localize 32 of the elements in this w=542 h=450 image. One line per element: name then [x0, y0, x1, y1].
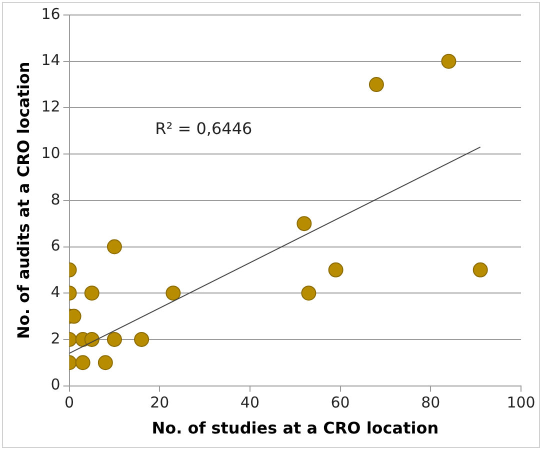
point: [75, 355, 90, 370]
y-tick-label: 8: [50, 190, 60, 208]
x-axis-title: No. of studies at a CRO location: [152, 418, 439, 438]
x-tick-label: 100: [506, 394, 536, 412]
point: [328, 262, 344, 278]
point: [368, 77, 384, 92]
point: [301, 286, 316, 301]
y-tick-label: 0: [50, 376, 60, 394]
x-tick-label: 80: [421, 394, 440, 412]
point: [106, 332, 122, 347]
y-tick-label: 6: [50, 236, 60, 255]
y-tick-label: 2: [50, 329, 60, 348]
x-tick-label: 20: [150, 394, 170, 412]
point: [296, 216, 312, 232]
point: [134, 332, 150, 347]
y-tick-label: 4: [50, 282, 60, 301]
point: [106, 239, 122, 254]
point: [441, 54, 456, 69]
x-tick-label: 40: [240, 394, 260, 412]
y-tick-label: 16: [41, 4, 60, 23]
point: [472, 262, 488, 278]
x-tick-label: 0: [64, 394, 74, 412]
y-axis-title: No. of audits at a CRO location: [14, 62, 33, 340]
point: [84, 332, 100, 347]
y-tick-label: 12: [41, 98, 60, 116]
annotation: R² = 0,6446: [155, 119, 252, 138]
x-tick-label: 60: [330, 394, 350, 412]
point: [166, 286, 181, 301]
point: [84, 286, 100, 301]
y-tick-label: 14: [41, 51, 60, 70]
point: [98, 355, 113, 370]
y-tick-label: 10: [41, 144, 60, 162]
